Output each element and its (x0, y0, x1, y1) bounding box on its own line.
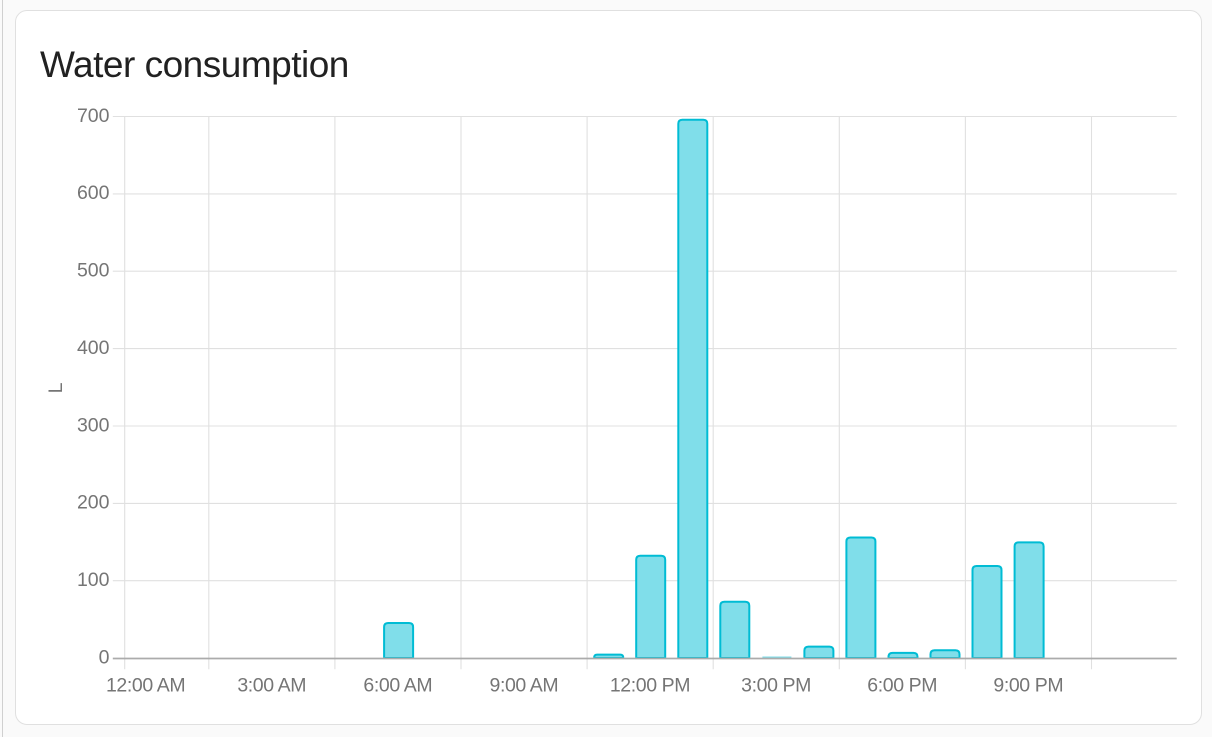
svg-text:12:00 AM: 12:00 AM (106, 675, 185, 697)
svg-text:0: 0 (99, 646, 110, 668)
svg-text:300: 300 (77, 414, 110, 436)
svg-text:400: 400 (77, 337, 110, 359)
svg-text:3:00 PM: 3:00 PM (741, 675, 811, 697)
svg-text:500: 500 (77, 260, 110, 282)
svg-text:9:00 AM: 9:00 AM (490, 675, 559, 697)
svg-text:L: L (45, 382, 67, 393)
svg-text:600: 600 (77, 182, 110, 204)
svg-text:700: 700 (77, 105, 110, 127)
svg-text:100: 100 (77, 569, 110, 591)
svg-text:6:00 AM: 6:00 AM (363, 675, 432, 697)
svg-text:3:00 AM: 3:00 AM (237, 675, 306, 697)
svg-text:6:00 PM: 6:00 PM (867, 675, 937, 697)
svg-text:9:00 PM: 9:00 PM (993, 675, 1063, 697)
svg-text:12:00 PM: 12:00 PM (610, 675, 690, 697)
svg-text:200: 200 (77, 492, 110, 514)
